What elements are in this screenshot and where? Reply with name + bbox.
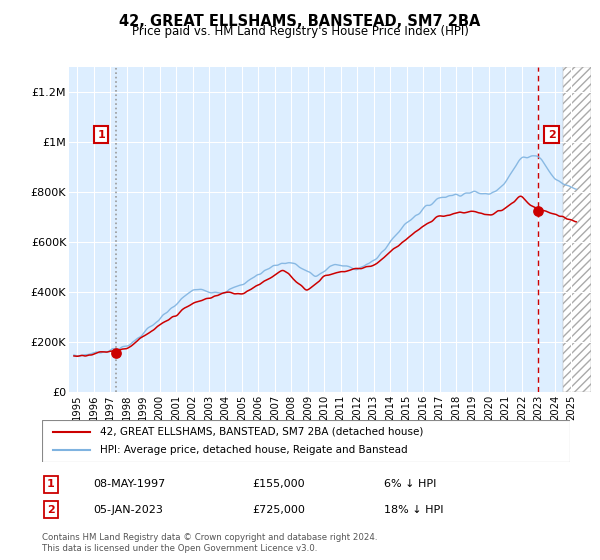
Text: 08-MAY-1997: 08-MAY-1997: [93, 479, 165, 489]
Text: Price paid vs. HM Land Registry's House Price Index (HPI): Price paid vs. HM Land Registry's House …: [131, 25, 469, 38]
Text: 6% ↓ HPI: 6% ↓ HPI: [384, 479, 436, 489]
Text: 1: 1: [47, 479, 55, 489]
Point: [111, 349, 121, 358]
Point: [533, 207, 543, 216]
Text: 42, GREAT ELLSHAMS, BANSTEAD, SM7 2BA (detached house): 42, GREAT ELLSHAMS, BANSTEAD, SM7 2BA (d…: [100, 427, 424, 437]
Text: 05-JAN-2023: 05-JAN-2023: [93, 505, 163, 515]
Text: 2: 2: [548, 130, 556, 139]
Text: 1: 1: [97, 130, 105, 139]
Text: £725,000: £725,000: [252, 505, 305, 515]
Text: 18% ↓ HPI: 18% ↓ HPI: [384, 505, 443, 515]
Bar: [563, 67, 591, 392]
Text: HPI: Average price, detached house, Reigate and Banstead: HPI: Average price, detached house, Reig…: [100, 445, 408, 455]
Text: Contains HM Land Registry data © Crown copyright and database right 2024.
This d: Contains HM Land Registry data © Crown c…: [42, 533, 377, 553]
Text: 2: 2: [47, 505, 55, 515]
Text: £155,000: £155,000: [252, 479, 305, 489]
Text: 42, GREAT ELLSHAMS, BANSTEAD, SM7 2BA: 42, GREAT ELLSHAMS, BANSTEAD, SM7 2BA: [119, 14, 481, 29]
